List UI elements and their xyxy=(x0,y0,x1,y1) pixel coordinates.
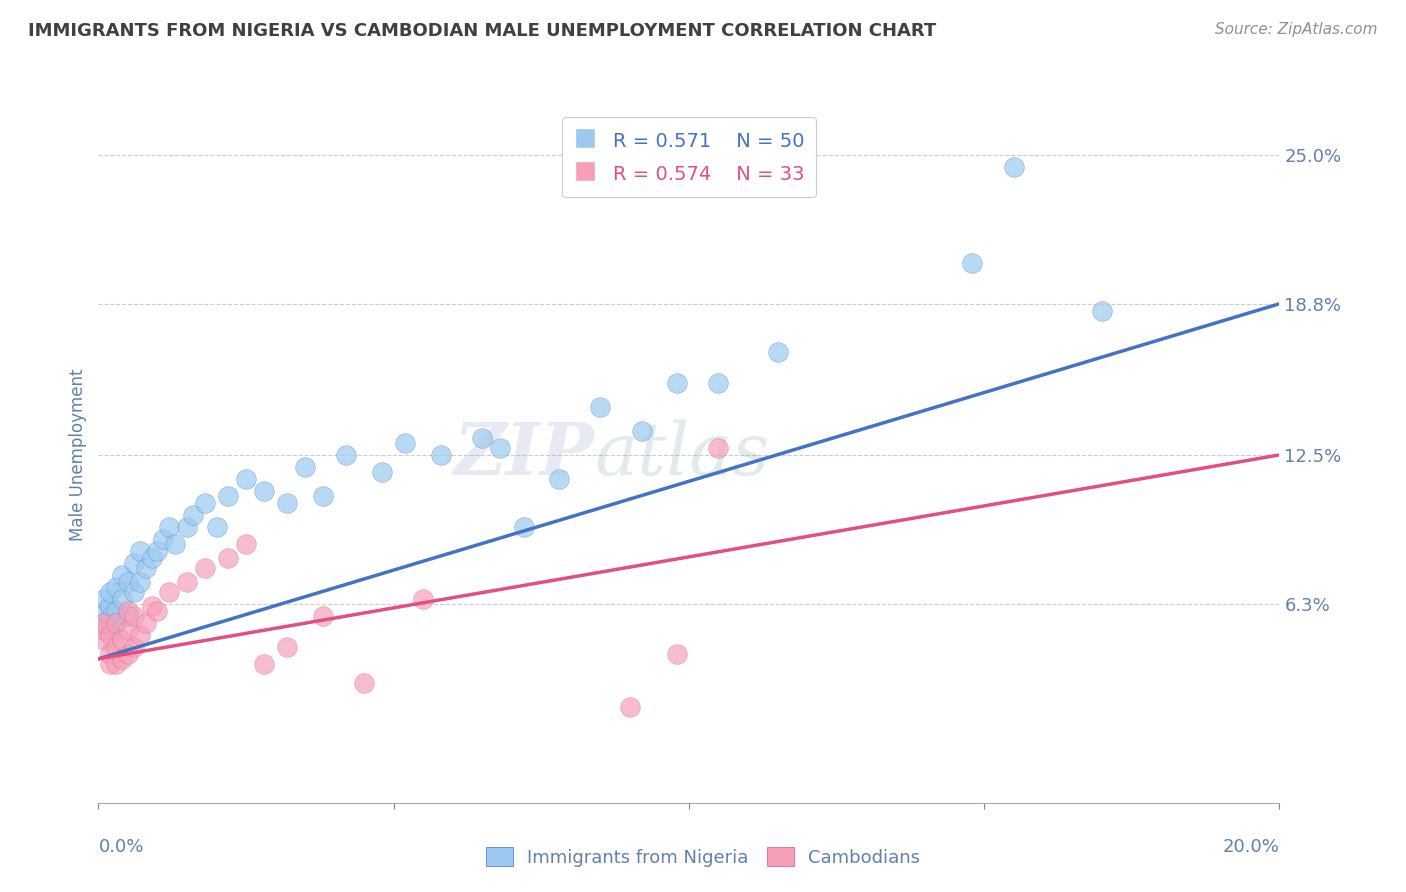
Point xyxy=(117,575,139,590)
Point xyxy=(141,551,163,566)
Point xyxy=(135,615,157,630)
Point xyxy=(276,640,298,654)
Text: IMMIGRANTS FROM NIGERIA VS CAMBODIAN MALE UNEMPLOYMENT CORRELATION CHART: IMMIGRANTS FROM NIGERIA VS CAMBODIAN MAL… xyxy=(28,22,936,40)
Point xyxy=(217,489,239,503)
Point xyxy=(141,599,163,613)
Point xyxy=(111,632,134,647)
Point xyxy=(194,496,217,510)
Point xyxy=(98,628,121,642)
Point xyxy=(165,537,187,551)
Point xyxy=(111,652,134,666)
Point xyxy=(176,575,198,590)
Point xyxy=(98,599,121,613)
Point xyxy=(93,615,115,630)
Point xyxy=(353,676,375,690)
Point xyxy=(412,591,434,606)
Point xyxy=(122,640,145,654)
Point xyxy=(276,496,298,510)
Point xyxy=(157,584,180,599)
Point xyxy=(105,640,128,654)
Point xyxy=(589,400,612,414)
Point xyxy=(98,657,121,671)
Text: 20.0%: 20.0% xyxy=(1223,838,1279,855)
Point xyxy=(630,424,652,438)
Text: Source: ZipAtlas.com: Source: ZipAtlas.com xyxy=(1215,22,1378,37)
Point xyxy=(235,537,257,551)
Point xyxy=(766,344,789,359)
Point xyxy=(93,615,115,630)
Point xyxy=(471,431,494,445)
Point xyxy=(181,508,204,522)
Point xyxy=(371,465,394,479)
Point xyxy=(666,647,689,661)
Point xyxy=(962,256,984,270)
Point xyxy=(98,647,121,661)
Point xyxy=(253,483,276,498)
Legend: R = 0.571    N = 50, R = 0.574    N = 33: R = 0.571 N = 50, R = 0.574 N = 33 xyxy=(562,117,815,197)
Point xyxy=(93,623,115,637)
Point xyxy=(146,604,169,618)
Point xyxy=(105,615,128,630)
Point xyxy=(619,699,641,714)
Text: 0.0%: 0.0% xyxy=(98,838,143,855)
Point xyxy=(93,604,115,618)
Point xyxy=(128,575,150,590)
Point xyxy=(430,448,453,462)
Legend: Immigrants from Nigeria, Cambodians: Immigrants from Nigeria, Cambodians xyxy=(478,840,928,874)
Point xyxy=(111,591,134,606)
Point xyxy=(512,520,534,534)
Point xyxy=(146,544,169,558)
Point xyxy=(128,544,150,558)
Point xyxy=(93,632,115,647)
Point xyxy=(176,520,198,534)
Point xyxy=(93,591,115,606)
Text: atlas: atlas xyxy=(595,419,770,491)
Point xyxy=(205,520,228,534)
Point xyxy=(111,567,134,582)
Point xyxy=(122,584,145,599)
Point xyxy=(117,647,139,661)
Point xyxy=(105,580,128,594)
Point xyxy=(105,657,128,671)
Text: ZIP: ZIP xyxy=(454,419,595,491)
Point xyxy=(98,623,121,637)
Point xyxy=(253,657,276,671)
Point xyxy=(235,472,257,486)
Y-axis label: Male Unemployment: Male Unemployment xyxy=(69,368,87,541)
Point xyxy=(666,376,689,390)
Point xyxy=(122,608,145,623)
Point xyxy=(157,520,180,534)
Point xyxy=(152,532,174,546)
Point xyxy=(548,472,571,486)
Point xyxy=(98,608,121,623)
Point xyxy=(1002,160,1025,174)
Point xyxy=(117,604,139,618)
Point xyxy=(98,584,121,599)
Point xyxy=(217,551,239,566)
Point xyxy=(707,441,730,455)
Point xyxy=(312,608,335,623)
Point xyxy=(105,604,128,618)
Point xyxy=(117,623,139,637)
Point xyxy=(489,441,512,455)
Point xyxy=(312,489,335,503)
Point xyxy=(128,628,150,642)
Point xyxy=(194,560,217,574)
Point xyxy=(707,376,730,390)
Point xyxy=(135,560,157,574)
Point xyxy=(105,615,128,630)
Point xyxy=(1091,304,1114,318)
Point xyxy=(335,448,357,462)
Point xyxy=(122,556,145,570)
Point xyxy=(117,608,139,623)
Point xyxy=(394,436,416,450)
Point xyxy=(294,459,316,474)
